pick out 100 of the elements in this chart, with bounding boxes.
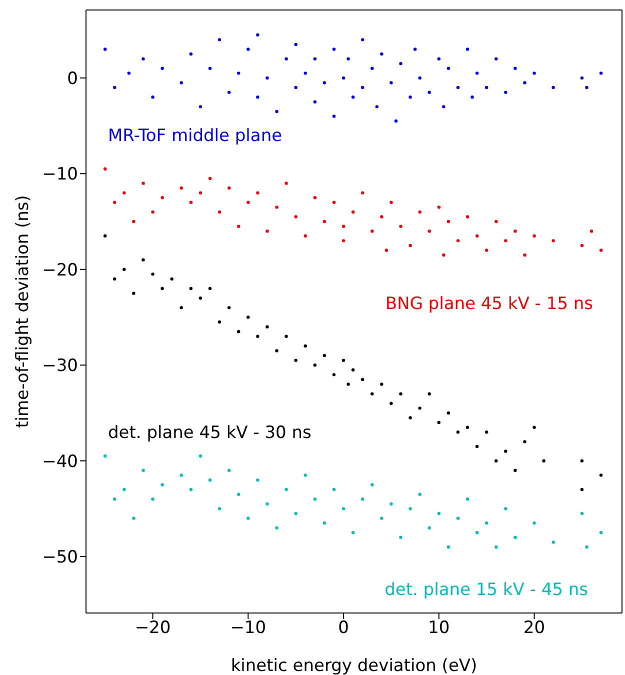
point — [266, 325, 269, 328]
point — [151, 498, 154, 501]
point — [142, 258, 145, 262]
series-label: MR-ToF middle plane — [108, 126, 282, 146]
point — [189, 200, 193, 204]
point — [532, 521, 536, 525]
point — [332, 200, 336, 204]
point — [552, 540, 555, 544]
point — [294, 358, 298, 362]
y-tick-label: −50 — [42, 548, 78, 568]
point — [246, 48, 250, 51]
point — [484, 521, 488, 525]
point — [313, 498, 316, 501]
y-tick-label: −10 — [42, 164, 78, 185]
point — [494, 57, 498, 60]
point — [446, 545, 450, 549]
point — [322, 354, 326, 358]
point — [304, 474, 307, 477]
point — [284, 57, 288, 60]
point — [208, 478, 212, 482]
point — [446, 411, 450, 415]
point — [484, 430, 488, 434]
point — [514, 468, 517, 472]
point — [494, 459, 498, 462]
point — [599, 531, 603, 534]
point — [408, 244, 412, 248]
point — [304, 344, 307, 348]
point — [122, 191, 126, 194]
point — [418, 492, 422, 496]
point — [122, 488, 126, 492]
point — [484, 248, 488, 252]
point — [332, 373, 336, 376]
point — [370, 392, 374, 396]
point — [313, 196, 316, 200]
point — [408, 96, 412, 99]
point — [122, 268, 126, 271]
point — [580, 488, 584, 492]
point — [418, 406, 422, 410]
point — [370, 66, 374, 70]
point — [266, 502, 269, 506]
point — [390, 402, 393, 405]
point — [552, 86, 555, 90]
point — [580, 244, 584, 248]
point — [351, 368, 355, 372]
point — [227, 186, 231, 190]
point — [127, 72, 131, 75]
point — [475, 531, 479, 534]
point — [418, 76, 422, 80]
point — [256, 33, 260, 36]
point — [580, 76, 584, 80]
point — [160, 483, 164, 486]
point — [437, 206, 440, 209]
point — [275, 110, 278, 114]
point — [218, 38, 222, 42]
point — [504, 90, 508, 94]
point — [332, 48, 336, 51]
point — [384, 248, 388, 252]
point — [322, 220, 326, 224]
point — [346, 382, 350, 386]
point — [313, 100, 316, 104]
point — [585, 86, 588, 90]
point — [599, 72, 603, 75]
point — [313, 57, 316, 60]
point — [390, 502, 393, 506]
point — [428, 230, 431, 233]
point — [484, 86, 488, 90]
point — [360, 378, 364, 382]
point — [428, 392, 431, 396]
point — [470, 96, 474, 99]
point — [456, 430, 460, 434]
point — [399, 536, 402, 539]
point — [275, 526, 278, 530]
y-tick-label: −20 — [42, 260, 78, 280]
point — [132, 516, 136, 520]
point — [456, 86, 460, 90]
point — [142, 57, 145, 60]
point — [351, 210, 355, 214]
point — [198, 454, 202, 458]
point — [180, 474, 183, 477]
point — [160, 286, 164, 290]
point — [428, 526, 431, 530]
point — [294, 215, 298, 218]
point — [585, 545, 588, 549]
point — [294, 86, 298, 90]
point — [599, 248, 603, 252]
point — [332, 488, 336, 492]
text: det. plane 45 kV - 30 ns — [108, 423, 312, 443]
point — [580, 512, 584, 516]
point — [437, 512, 440, 516]
point — [170, 277, 174, 281]
point — [351, 531, 355, 534]
point — [180, 186, 183, 190]
point — [514, 230, 517, 233]
point — [342, 76, 346, 80]
point — [494, 220, 498, 224]
y-tick-label: −30 — [42, 356, 78, 376]
point — [532, 426, 536, 429]
point — [466, 426, 470, 429]
point — [532, 72, 536, 75]
point — [599, 474, 603, 477]
